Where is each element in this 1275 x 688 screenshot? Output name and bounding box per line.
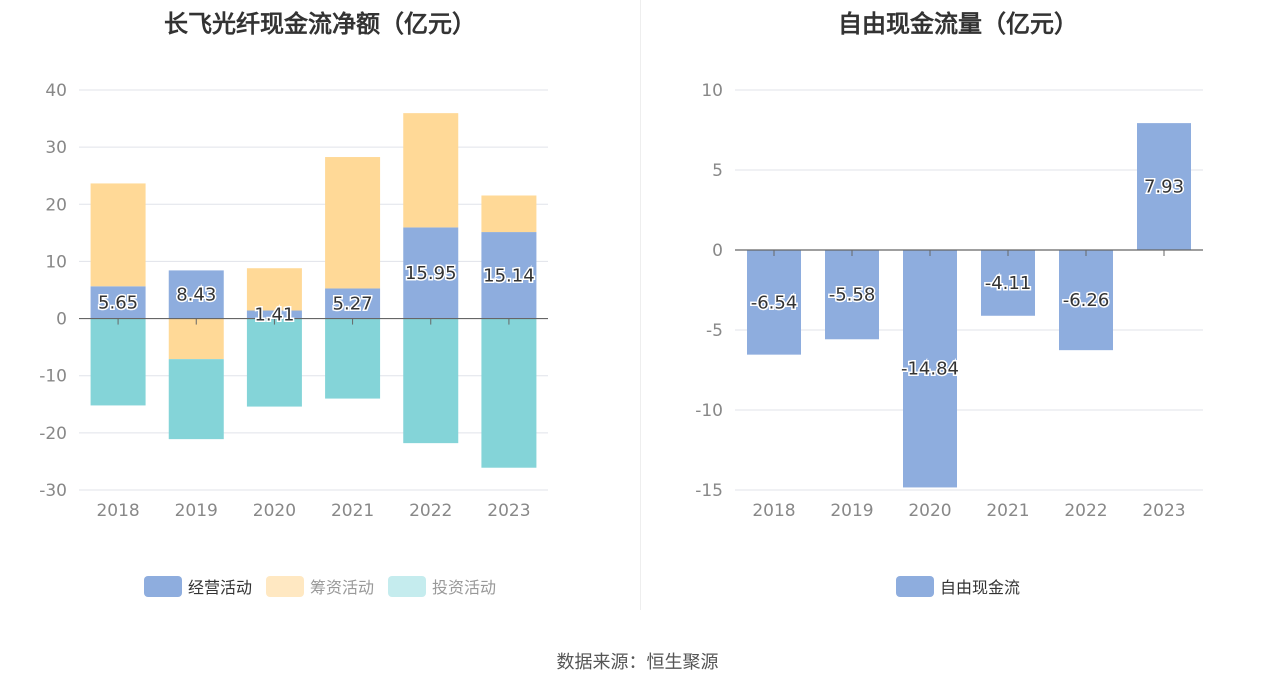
free-cash-flow-legend-label: 自由现金流 bbox=[939, 578, 1020, 597]
cash-flow-x-tick-label: 2023 bbox=[487, 501, 530, 521]
free-cash-flow-data-label-2019: -5.58 bbox=[829, 285, 876, 306]
cash-flow-legend-item[interactable]: 筹资活动 bbox=[265, 574, 374, 598]
cash-flow-bar-2020-2[interactable] bbox=[246, 318, 302, 407]
cash-flow-data-label-2022: 15.95 bbox=[405, 263, 457, 284]
cash-flow-legend-swatch bbox=[265, 575, 304, 597]
cash-flow-y-tick-label: 0 bbox=[56, 310, 67, 330]
cash-flow-chart: -30 -20 -10 0 10 20 30 40 2018 2019 2020 2021 2022 20… bbox=[39, 81, 548, 521]
cash-flow-bar-2022-2[interactable] bbox=[403, 318, 459, 444]
free-cash-flow-bar-2019-0[interactable] bbox=[825, 250, 879, 340]
free-cash-flow-x-tick-label: 2018 bbox=[752, 501, 795, 521]
cash-flow-x-tick-label: 2018 bbox=[96, 501, 139, 521]
cash-flow-bar-2019-0[interactable] bbox=[168, 270, 224, 319]
free-cash-flow-y-tick-label: 0 bbox=[712, 241, 723, 261]
cash-flow-bar-2019-1[interactable] bbox=[168, 318, 224, 360]
cash-flow-bar-2019-2[interactable] bbox=[168, 359, 224, 440]
cash-flow-legend-label: 经营活动 bbox=[187, 578, 252, 597]
free-cash-flow-data-label-2021: -4.11 bbox=[985, 273, 1032, 294]
cash-flow-chart-panel: 长飞光纤现金流净额（亿元） -30 -20 -10 0 10 20 30 40 2018 2019… bbox=[0, 0, 640, 610]
cash-flow-bar-2020-0[interactable] bbox=[246, 310, 302, 319]
cash-flow-bar-2021-2[interactable] bbox=[325, 318, 381, 399]
free-cash-flow-bar-2022-0[interactable] bbox=[1059, 250, 1113, 351]
cash-flow-bar-2022-1[interactable] bbox=[403, 113, 459, 228]
cash-flow-x-tick-label: 2022 bbox=[409, 501, 452, 521]
cash-flow-chart-title: 长飞光纤现金流净额（亿元） bbox=[164, 10, 476, 38]
cash-flow-y-tick-label: 40 bbox=[45, 81, 67, 101]
free-cash-flow-y-tick-label: -5 bbox=[706, 321, 723, 341]
cash-flow-bar-2018-0[interactable] bbox=[90, 286, 146, 319]
panel-divider bbox=[640, 0, 641, 610]
cash-flow-bar-2018-2[interactable] bbox=[90, 318, 146, 406]
cash-flow-bar-2023-0[interactable] bbox=[481, 232, 537, 319]
cash-flow-legend-swatch bbox=[388, 575, 426, 597]
cash-flow-legend-item[interactable]: 经营活动 bbox=[143, 574, 252, 598]
cash-flow-bar-2023-2[interactable] bbox=[481, 318, 537, 468]
free-cash-flow-chart-panel: 自由现金流量（亿元） -15 -10 -5 0 5 10 2018 2019 2020 2021 2… bbox=[641, 0, 1275, 610]
cash-flow-legend-label: 投资活动 bbox=[432, 578, 497, 597]
free-cash-flow-bar-2020-0[interactable] bbox=[903, 250, 957, 488]
cash-flow-legend-label: 筹资活动 bbox=[309, 578, 374, 597]
free-cash-flow-y-tick-label: -10 bbox=[695, 401, 723, 421]
free-cash-flow-y-tick-label: -15 bbox=[695, 481, 723, 501]
cash-flow-data-label-2020: 1.41 bbox=[254, 305, 294, 326]
cash-flow-data-label-2023: 15.14 bbox=[483, 265, 535, 286]
cash-flow-bar-2018-1[interactable] bbox=[90, 183, 146, 287]
cash-flow-y-tick-label: 20 bbox=[45, 195, 67, 215]
free-cash-flow-x-tick-label: 2022 bbox=[1064, 501, 1107, 521]
free-cash-flow-x-tick-label: 2020 bbox=[908, 501, 951, 521]
cash-flow-y-tick-label: 10 bbox=[45, 252, 67, 272]
free-cash-flow-x-tick-label: 2023 bbox=[1142, 501, 1185, 521]
cash-flow-data-label-2019: 8.43 bbox=[176, 284, 216, 305]
free-cash-flow-chart-title: 自由现金流量（亿元） bbox=[838, 10, 1078, 38]
free-cash-flow-bar-2023-0[interactable] bbox=[1137, 123, 1191, 250]
cash-flow-y-tick-label: -20 bbox=[39, 424, 67, 444]
free-cash-flow-y-tick-label: 10 bbox=[701, 81, 723, 101]
free-cash-flow-bar-2018-0[interactable] bbox=[747, 250, 801, 355]
cash-flow-legend-item[interactable]: 投资活动 bbox=[388, 574, 496, 598]
free-cash-flow-chart: -15 -10 -5 0 5 10 2018 2019 2020 2021 2022 2023 -6.5… bbox=[695, 81, 1203, 521]
free-cash-flow-data-label-2022: -6.26 bbox=[1063, 290, 1110, 311]
cash-flow-bar-2021-1[interactable] bbox=[325, 157, 381, 289]
cash-flow-bar-2022-0[interactable] bbox=[403, 227, 459, 319]
free-cash-flow-data-label-2023: 7.93 bbox=[1144, 177, 1184, 198]
free-cash-flow-x-tick-label: 2021 bbox=[986, 501, 1029, 521]
data-source-note: 数据来源：恒生聚源 bbox=[556, 652, 719, 673]
free-cash-flow-y-tick-label: 5 bbox=[712, 161, 723, 181]
free-cash-flow-data-label-2018: -6.54 bbox=[751, 292, 798, 313]
cash-flow-bar-2020-1[interactable] bbox=[246, 268, 302, 311]
cash-flow-x-tick-label: 2019 bbox=[175, 501, 218, 521]
cash-flow-legend: 经营活动 筹资活动 投资活动 bbox=[0, 574, 640, 598]
free-cash-flow-legend: 自由现金流 bbox=[641, 574, 1275, 598]
cash-flow-x-tick-label: 2020 bbox=[253, 501, 296, 521]
cash-flow-legend-swatch bbox=[143, 575, 182, 597]
free-cash-flow-legend-item[interactable]: 自由现金流 bbox=[895, 574, 1020, 598]
cash-flow-y-tick-label: -30 bbox=[39, 481, 67, 501]
cash-flow-bar-2023-1[interactable] bbox=[481, 195, 537, 233]
cash-flow-data-label-2018: 5.65 bbox=[98, 292, 138, 313]
free-cash-flow-data-label-2020: -14.84 bbox=[901, 359, 959, 380]
cash-flow-x-tick-label: 2021 bbox=[331, 501, 374, 521]
cash-flow-data-label-2021: 5.27 bbox=[333, 294, 373, 315]
free-cash-flow-bar-2021-0[interactable] bbox=[981, 250, 1035, 316]
cash-flow-bar-2021-0[interactable] bbox=[325, 288, 381, 319]
free-cash-flow-legend-swatch bbox=[895, 575, 934, 597]
cash-flow-y-tick-label: 30 bbox=[45, 138, 67, 158]
cash-flow-y-tick-label: -10 bbox=[39, 367, 67, 387]
free-cash-flow-x-tick-label: 2019 bbox=[830, 501, 873, 521]
